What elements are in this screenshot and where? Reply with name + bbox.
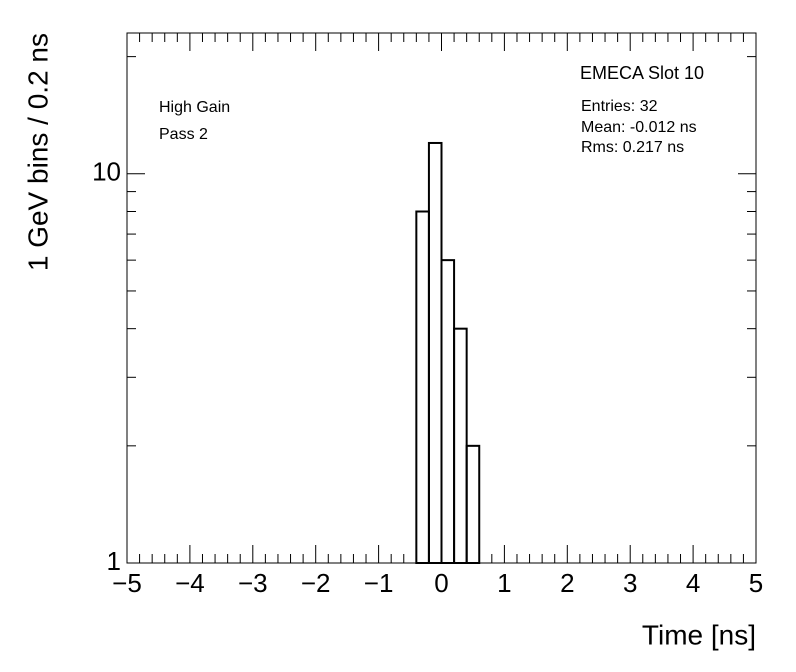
annotation: High Gain	[159, 99, 230, 116]
y-tick-label: 10	[92, 157, 121, 187]
x-axis-title: Time [ns]	[642, 619, 756, 650]
stats-line: Mean: -0.012 ns	[581, 119, 697, 136]
y-axis-title: 1 GeV bins / 0.2 ns	[22, 33, 53, 271]
x-tick-label: 4	[686, 568, 700, 598]
x-tick-label: −2	[301, 568, 331, 598]
histogram-bin	[453, 327, 468, 564]
histogram-bin	[427, 141, 443, 564]
x-tick-label: −4	[175, 568, 205, 598]
chart-title: EMECA Slot 10	[580, 63, 704, 83]
y-tick-label: 1	[107, 546, 121, 576]
histogram-bin	[440, 259, 456, 564]
x-tick-label: 5	[749, 568, 763, 598]
x-tick-label: 3	[623, 568, 637, 598]
stats-line: Rms: 0.217 ns	[581, 139, 684, 156]
x-tick-label: −3	[238, 568, 268, 598]
x-tick-label: −1	[364, 568, 394, 598]
histogram-bin	[465, 444, 481, 564]
stats-line: Entries: 32	[581, 98, 658, 115]
x-tick-label: 0	[434, 568, 448, 598]
annotation: Pass 2	[159, 126, 208, 143]
histogram-bin	[415, 210, 430, 564]
x-tick-label: 1	[497, 568, 511, 598]
x-tick-label: −5	[112, 568, 142, 598]
x-tick-label: 2	[560, 568, 574, 598]
